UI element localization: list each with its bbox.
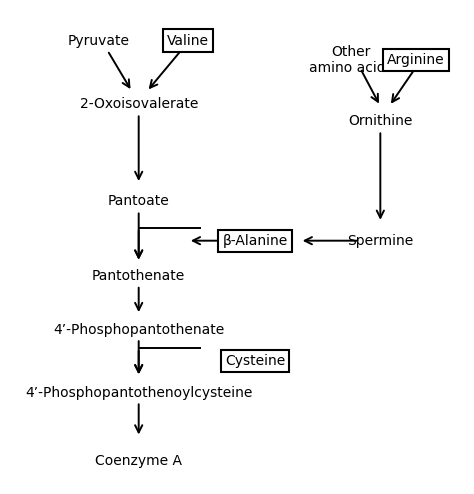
Text: Arginine: Arginine (387, 53, 445, 67)
Text: Pantothenate: Pantothenate (92, 269, 185, 283)
Text: Other
amino acids: Other amino acids (310, 45, 393, 75)
Text: 4’-Phosphopantothenoylcysteine: 4’-Phosphopantothenoylcysteine (25, 386, 252, 400)
Text: 4’-Phosphopantothenate: 4’-Phosphopantothenate (53, 323, 224, 336)
Text: Valine: Valine (167, 34, 209, 47)
Text: Pantoate: Pantoate (108, 194, 170, 208)
Text: β-Alanine: β-Alanine (222, 234, 288, 247)
Text: Ornithine: Ornithine (348, 114, 412, 128)
Text: 2-Oxoisovalerate: 2-Oxoisovalerate (80, 97, 198, 111)
Text: Spermine: Spermine (347, 234, 413, 247)
Text: Cysteine: Cysteine (225, 354, 285, 368)
Text: Pyruvate: Pyruvate (67, 34, 129, 47)
Text: Coenzyme A: Coenzyme A (95, 453, 182, 468)
